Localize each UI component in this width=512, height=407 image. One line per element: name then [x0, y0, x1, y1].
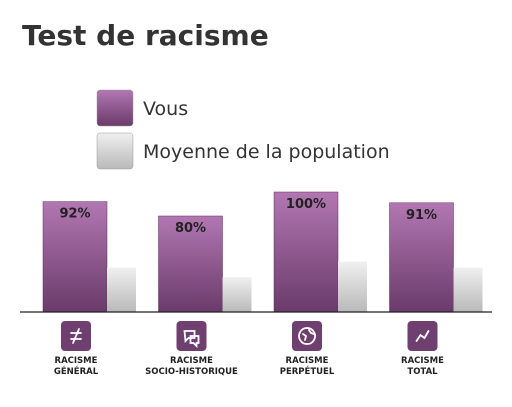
value-label: 100%: [286, 197, 326, 212]
bar: [273, 191, 339, 313]
value-label: 80%: [175, 221, 206, 236]
legend-swatch: [96, 89, 134, 127]
category-icon: [292, 321, 322, 351]
icon-glyph: [183, 330, 200, 349]
category-icon: [176, 321, 207, 351]
legend-label: Vous: [143, 98, 188, 120]
x-tick-label: RACISME TOTAL: [401, 356, 444, 377]
legend-label: Moyenne de la population: [143, 141, 390, 163]
category-icon: [61, 321, 91, 351]
bar: [222, 277, 252, 312]
icon-glyph: [70, 328, 82, 344]
x-tick-label: RACISME GÉNÉRAL: [53, 356, 99, 377]
icon-bg: [292, 321, 322, 351]
icon-glyph: [298, 327, 316, 345]
category-icon: [407, 321, 438, 351]
x-tick-label: RACISME PERPÉTUEL: [279, 356, 335, 377]
icon-glyph: [415, 330, 430, 342]
bar: [389, 202, 454, 313]
bar: [453, 267, 483, 312]
x-tick-label: RACISME SOCIO-HISTORIQUE: [145, 356, 238, 377]
bar: [42, 201, 108, 313]
chart-title: Test de racisme: [22, 19, 269, 52]
value-label: 92%: [59, 207, 90, 222]
bar: [158, 215, 223, 313]
bar: [107, 267, 136, 312]
value-label: 91%: [406, 208, 437, 223]
legend-swatch: [96, 132, 134, 170]
bar: [338, 261, 367, 312]
